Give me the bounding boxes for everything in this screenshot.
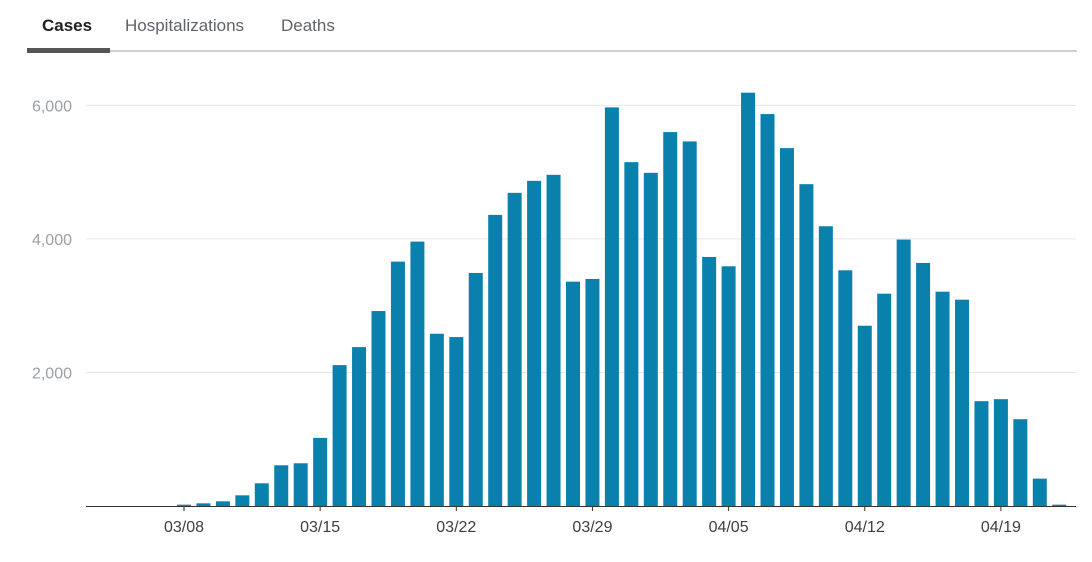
bar xyxy=(527,180,542,506)
bar xyxy=(429,333,444,506)
bar xyxy=(449,337,464,506)
bar xyxy=(566,281,580,506)
bar xyxy=(818,226,833,506)
tab-bar: Cases Hospitalizations Deaths xyxy=(27,0,1077,53)
bar xyxy=(779,148,794,506)
active-tab-indicator xyxy=(27,48,110,53)
tab-deaths[interactable]: Deaths xyxy=(281,16,335,36)
bar xyxy=(857,325,872,506)
bar xyxy=(546,174,561,506)
bar xyxy=(196,503,211,506)
bar xyxy=(177,504,191,506)
bar xyxy=(702,256,717,506)
x-tick-label: 04/05 xyxy=(709,519,749,536)
x-tick-label: 04/12 xyxy=(845,519,885,536)
bar xyxy=(624,162,639,506)
bar xyxy=(877,293,892,506)
bar xyxy=(1032,478,1047,506)
bar xyxy=(721,266,736,506)
bar xyxy=(293,463,308,506)
bar xyxy=(410,241,425,506)
bar xyxy=(741,92,756,506)
bar xyxy=(955,299,969,506)
tab-hospitalizations[interactable]: Hospitalizations xyxy=(125,16,244,36)
bar xyxy=(838,270,853,506)
bar xyxy=(663,132,678,506)
bar xyxy=(682,141,697,506)
bar xyxy=(799,184,814,506)
bar xyxy=(390,261,405,506)
bar xyxy=(993,399,1008,506)
tab-cases[interactable]: Cases xyxy=(42,16,92,36)
bar xyxy=(274,465,289,506)
bar xyxy=(643,172,658,506)
bar xyxy=(254,483,269,506)
tab-cases-label: Cases xyxy=(42,16,93,35)
x-tick-label: 04/19 xyxy=(981,519,1021,536)
bar xyxy=(313,437,328,506)
y-tick-label: 4,000 xyxy=(32,232,72,249)
tab-hospitalizations-label: Hospitalizations xyxy=(125,16,245,35)
bar xyxy=(916,262,931,506)
bar xyxy=(371,311,386,506)
bar xyxy=(507,192,522,507)
x-tick-label: 03/22 xyxy=(436,519,476,536)
bar xyxy=(760,114,775,506)
y-tick-label: 6,000 xyxy=(32,98,72,115)
bar xyxy=(604,107,619,506)
y-tick-label: 2,000 xyxy=(32,365,72,382)
bar xyxy=(468,272,483,506)
bar xyxy=(935,291,950,506)
bar xyxy=(974,401,989,506)
x-tick-label: 03/15 xyxy=(300,519,340,536)
tab-deaths-label: Deaths xyxy=(281,16,335,35)
x-tick-label: 03/29 xyxy=(572,519,612,536)
bar xyxy=(215,501,230,506)
bar xyxy=(1013,419,1028,506)
bar xyxy=(352,347,367,506)
bar xyxy=(488,214,503,506)
bar xyxy=(1052,504,1067,506)
x-tick-label: 03/08 xyxy=(164,519,204,536)
cases-bar-chart: 2,000 4,000 6,000 03/08 03/15 03/22 03/29 04/05… xyxy=(32,92,1076,536)
bar xyxy=(896,239,911,507)
bar xyxy=(235,495,250,506)
bar xyxy=(585,278,600,506)
bar xyxy=(332,365,347,506)
